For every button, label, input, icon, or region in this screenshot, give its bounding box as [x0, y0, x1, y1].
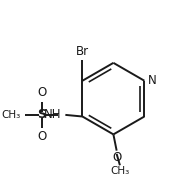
Text: O: O — [112, 152, 121, 165]
Text: N: N — [148, 74, 157, 87]
Text: S: S — [37, 108, 46, 121]
Text: O: O — [37, 130, 46, 143]
Text: O: O — [37, 87, 46, 100]
Text: Br: Br — [76, 45, 89, 58]
Text: NH: NH — [44, 108, 61, 121]
Text: CH₃: CH₃ — [1, 110, 21, 120]
Text: CH₃: CH₃ — [110, 166, 130, 176]
